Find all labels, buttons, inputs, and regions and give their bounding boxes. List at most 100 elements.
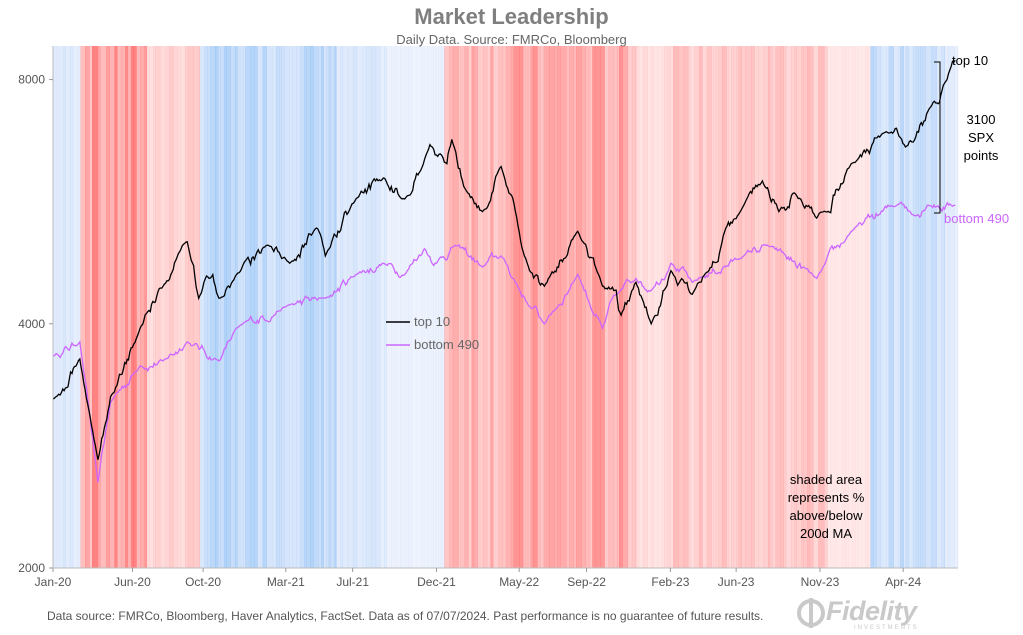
shading-band	[292, 46, 297, 568]
shading-band	[918, 46, 921, 568]
series-line-bottom-490	[53, 201, 956, 483]
shading-band	[59, 46, 64, 568]
shading-band	[464, 46, 469, 568]
x-tick-label: Jun-23	[718, 575, 755, 589]
end-label-bottom-490: bottom 490	[944, 211, 1009, 226]
shading-band	[114, 46, 118, 568]
shading-band	[638, 46, 644, 568]
shading-band	[477, 46, 484, 568]
shading-band	[396, 46, 401, 568]
shading-band	[647, 46, 652, 568]
x-tick-label: May-22	[499, 575, 539, 589]
shading-band	[631, 46, 637, 568]
shading-band	[667, 46, 671, 568]
shading-band	[180, 46, 186, 568]
chart-title: Market Leadership	[414, 4, 609, 29]
shading-band	[941, 46, 945, 568]
shading-band	[824, 46, 828, 568]
shading-band	[554, 46, 558, 568]
shading-band	[540, 46, 544, 568]
shading-band	[193, 46, 200, 568]
shading-band	[125, 46, 129, 568]
shading-note-line: above/below	[790, 508, 864, 523]
gap-label-line: SPX	[968, 130, 994, 145]
shading-band	[722, 46, 727, 568]
shading-band	[106, 46, 111, 568]
shading-band	[870, 46, 874, 568]
shading-band	[763, 46, 769, 568]
shading-band	[622, 46, 629, 568]
y-tick-label: 2000	[18, 561, 45, 575]
shading-band	[619, 46, 623, 568]
shading-band	[218, 46, 221, 568]
x-tick-label: Apr-24	[885, 575, 921, 589]
shading-band	[876, 46, 882, 568]
shading-band	[353, 46, 358, 568]
shading-band	[585, 46, 591, 568]
shading-band	[405, 46, 409, 568]
shading-band	[948, 46, 955, 568]
shading-band	[471, 46, 475, 568]
x-tick-label: Jan-20	[35, 575, 72, 589]
footer-note: Data source: FMRCo, Bloomberg, Haver Ana…	[47, 609, 764, 623]
shading-band	[56, 46, 60, 568]
shading-band	[296, 46, 301, 568]
legend-label: top 10	[414, 314, 450, 329]
shading-band	[801, 46, 804, 568]
shading-band	[566, 46, 570, 568]
shading-band	[309, 46, 314, 568]
shading-band	[845, 46, 849, 568]
shading-band	[957, 46, 959, 568]
shading-band	[407, 46, 413, 568]
shading-band	[738, 46, 743, 568]
shading-band	[89, 46, 93, 568]
shading-band	[803, 46, 808, 568]
shading-band	[77, 46, 81, 568]
shading-band	[865, 46, 869, 568]
shading-band	[775, 46, 782, 568]
shading-band	[323, 46, 327, 568]
shading-band	[690, 46, 695, 568]
shading-band	[522, 46, 529, 568]
annotations: top 10 bottom 490 3100 SPX points shaded area…	[386, 53, 1009, 541]
shading-band	[165, 46, 170, 568]
shading-band	[275, 46, 280, 568]
shading-note-line: shaded area	[790, 472, 863, 487]
shading-band	[435, 46, 439, 568]
shading-band	[437, 46, 442, 568]
shading-band	[858, 46, 862, 568]
shading-band	[903, 46, 906, 568]
shading-band	[262, 46, 267, 568]
shading-band	[880, 46, 887, 568]
shading-band	[754, 46, 759, 568]
shading-band	[785, 46, 792, 568]
shading-band	[266, 46, 273, 568]
shading-band	[498, 46, 503, 568]
fidelity-logo: Fidelity INVESTMENTS	[796, 596, 946, 632]
shading-band	[664, 46, 669, 568]
shading-band	[492, 46, 499, 568]
shading-band	[716, 46, 719, 568]
shading-band	[199, 46, 205, 568]
shading-layer	[53, 46, 959, 568]
shading-band	[109, 46, 115, 568]
shading-band	[736, 46, 739, 568]
shading-band	[452, 46, 459, 568]
shading-band	[661, 46, 665, 568]
series-line-top-10	[53, 59, 956, 460]
shading-band	[185, 46, 189, 568]
shading-band	[699, 46, 703, 568]
shading-band	[560, 46, 567, 568]
fidelity-mark-icon	[797, 598, 825, 628]
shading-band	[321, 46, 324, 568]
shading-band	[260, 46, 263, 568]
shading-band	[713, 46, 717, 568]
shading-band	[694, 46, 700, 568]
end-label-top-10: top 10	[952, 53, 988, 68]
shading-band	[915, 46, 919, 568]
shading-band	[613, 46, 618, 568]
shading-band	[416, 46, 422, 568]
shading-band	[120, 46, 126, 568]
shading-band	[557, 46, 561, 568]
shading-band	[85, 46, 90, 568]
